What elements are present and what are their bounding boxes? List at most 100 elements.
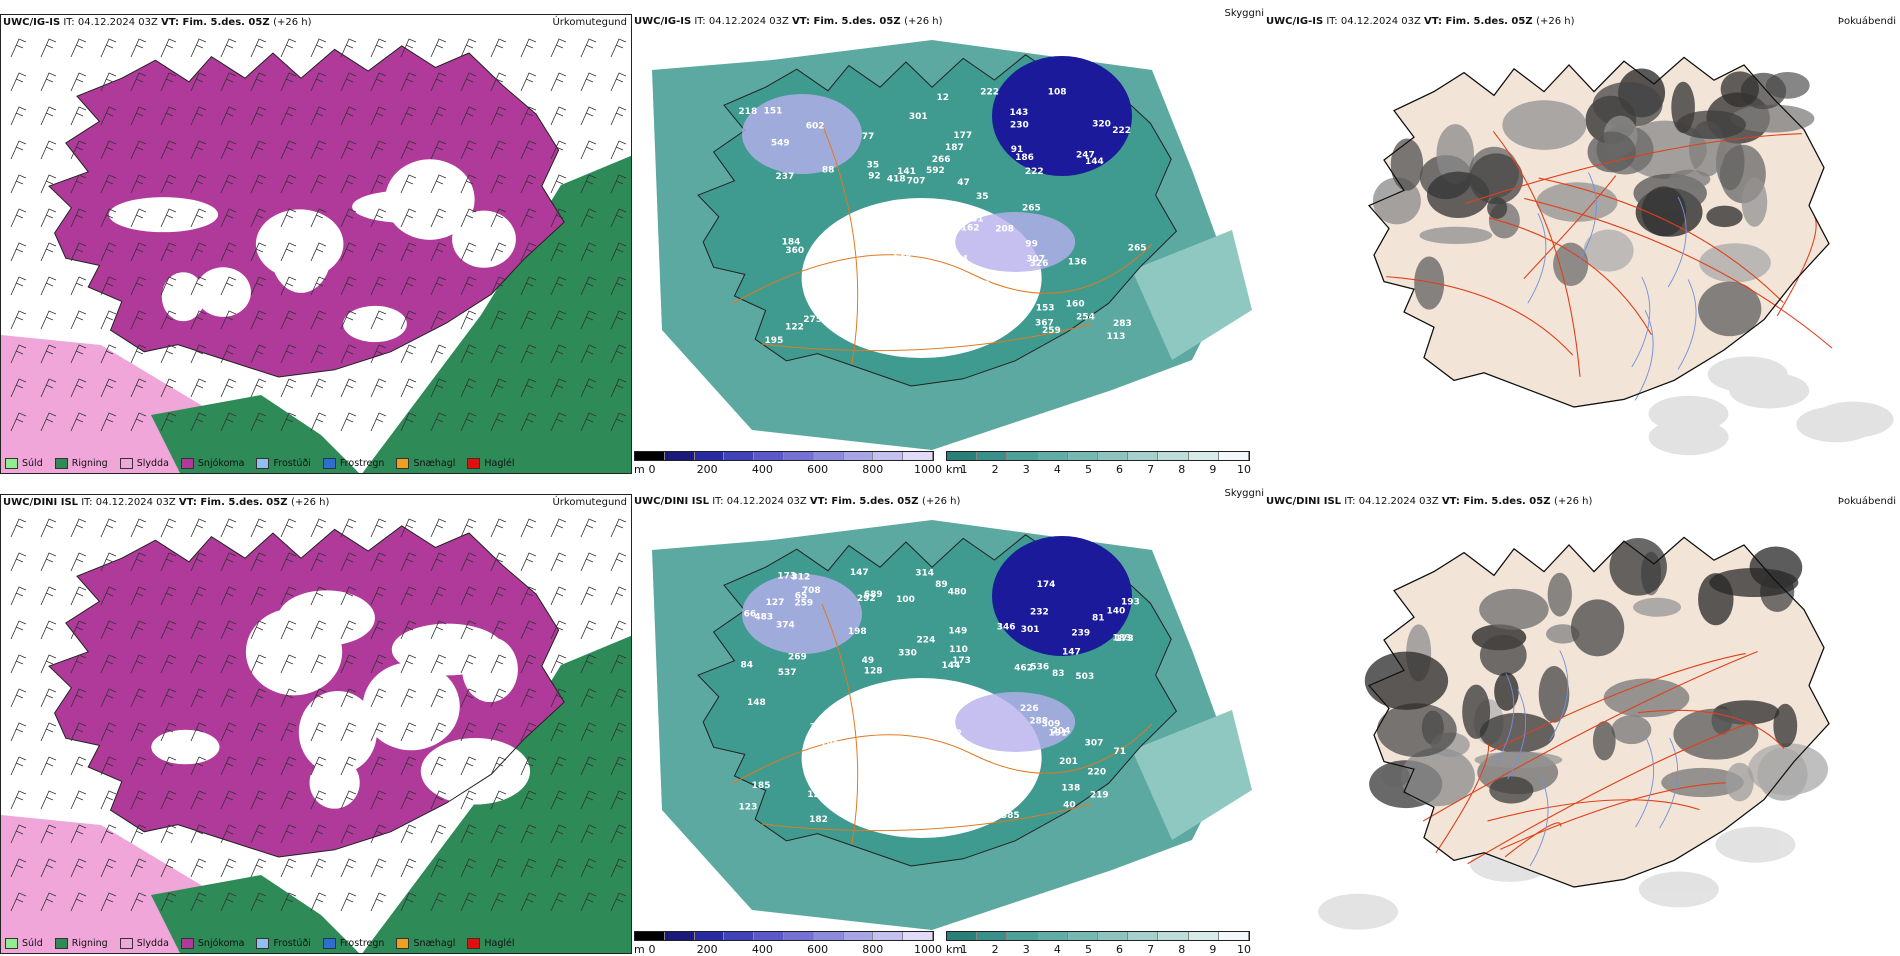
cloud-base-label: 292 xyxy=(857,594,876,604)
cloud-base-label: 88 xyxy=(822,165,835,175)
cloud-base-label: 480 xyxy=(948,588,967,598)
cloud-base-label: 348 xyxy=(812,724,831,734)
cloud-base-label: 84 xyxy=(740,660,753,670)
legend-swatch xyxy=(256,938,270,949)
cloud-base-label: 191 xyxy=(1049,728,1068,738)
legend-item: Snæhagl xyxy=(396,938,455,949)
legend-item: Snjókoma xyxy=(180,458,245,469)
dry-patch xyxy=(462,636,518,703)
fog-map xyxy=(1318,536,1830,930)
cloud-base-label: 195 xyxy=(765,336,784,346)
model-name: UWC/DINI ISL xyxy=(3,497,79,508)
road-network xyxy=(1386,130,1833,377)
cloud-base-label: 66 xyxy=(879,275,892,285)
cloud-base-label: 35 xyxy=(976,192,989,202)
legend-swatch xyxy=(119,938,133,949)
cloud-base-label: 247 xyxy=(1076,151,1095,161)
dry-patch xyxy=(195,267,251,317)
cloud-base-label: 218 xyxy=(738,107,757,117)
cloud-base-label: 224 xyxy=(917,636,936,646)
legend-item: Haglél xyxy=(467,458,515,469)
legend-swatch xyxy=(180,938,194,949)
legend-item: Snæhagl xyxy=(396,458,455,469)
fog-sea-haze xyxy=(1648,356,1894,456)
colorbar-unit: km xyxy=(946,463,964,476)
legend-item: Rigning xyxy=(54,458,108,469)
legend-item: Frostregn xyxy=(322,458,384,469)
cloud-base-label: 301 xyxy=(1021,625,1040,635)
cloud-base-area xyxy=(742,574,862,654)
dry-patch xyxy=(255,209,344,279)
cloud-base-label: 122 xyxy=(785,323,804,333)
init-time: IT: 04.12.2024 03Z xyxy=(63,17,162,28)
colorbar-tick: 8 xyxy=(1178,463,1186,476)
cloud-base-label: 222 xyxy=(980,88,999,98)
cloud-base-label: 96 xyxy=(1004,296,1017,306)
lead-time: (+26 h) xyxy=(1553,496,1593,507)
cloud-base-label: 124 xyxy=(807,790,826,800)
cloud-base-label: 128 xyxy=(864,667,883,677)
colorbar-tick: 400 xyxy=(751,463,773,476)
cloud-base-label: 330 xyxy=(898,648,917,658)
cloud-base-label: 239 xyxy=(1071,628,1090,638)
cloud-base-label: 147 xyxy=(850,568,869,578)
cloud-base-label: 41 xyxy=(893,296,906,306)
cloud-base-label: 177 xyxy=(953,131,972,141)
fog-map xyxy=(1368,56,1894,456)
cloud-base-label: 144 xyxy=(941,661,960,671)
cloud-base-label: 185 xyxy=(752,781,771,791)
fog-indicator-panel: UWC/DINI ISL IT: 04.12.2024 03Z VT: Fim.… xyxy=(1264,494,1900,954)
valid-time: VT: Fim. 5.des. 05Z xyxy=(1424,16,1537,27)
cloud-base-label: 71 xyxy=(1114,747,1127,757)
cloud-base-label: 301 xyxy=(909,112,928,122)
legend-swatch xyxy=(5,938,18,949)
panel-header: UWC/IG-IS IT: 04.12.2024 03Z VT: Fim. 5.… xyxy=(1266,16,1575,27)
cloud-base-label: 222 xyxy=(1112,126,1131,136)
cloud-base-label: 222 xyxy=(1025,167,1044,177)
lead-time: (+26 h) xyxy=(290,497,330,508)
coastline xyxy=(1368,56,1830,408)
dry-patch xyxy=(151,729,220,765)
cloud-base-label: 199 xyxy=(820,740,839,750)
cloud-base-label: 66 xyxy=(744,609,757,619)
legend-label: Súld xyxy=(22,458,43,469)
legend-swatch xyxy=(180,458,194,469)
legend-label: Frostúði xyxy=(273,938,311,949)
cloud-base-label: 89 xyxy=(935,580,948,590)
legend-label: Frostregn xyxy=(339,938,385,949)
legend-item: Haglél xyxy=(467,938,515,949)
cloud-base-label: 136 xyxy=(1068,258,1087,268)
legend-swatch xyxy=(322,938,336,949)
cloud-base-label: 307 xyxy=(1026,255,1045,265)
cloud-base-label: 183 xyxy=(1112,634,1131,644)
cloud-base-label: 326 xyxy=(1030,259,1049,269)
cloud-base-label: 184 xyxy=(782,237,801,247)
cloud-base-label: 372 xyxy=(808,287,827,297)
cloud-base-label: 265 xyxy=(1022,203,1041,213)
cloud-base-label: 265 xyxy=(1128,243,1147,253)
cloud-base-label: 137 xyxy=(942,302,961,312)
cloud-base-label: 126 xyxy=(871,284,890,294)
cloud-base-label: 259 xyxy=(1042,326,1061,336)
colorbar-tick: 3 xyxy=(1022,463,1030,476)
colorbar-strip xyxy=(634,451,934,461)
cloud-base-label: 346 xyxy=(997,623,1016,633)
valid-time: VT: Fim. 5.des. 05Z xyxy=(1441,496,1554,507)
legend-item: Slydda xyxy=(119,938,169,949)
cloud-base-label: 549 xyxy=(771,139,790,149)
cloud-base-label: 233 xyxy=(818,790,837,800)
cloud-base-label: 108 xyxy=(1048,88,1067,98)
panel-title-fog: Þokuábendi xyxy=(1837,496,1896,507)
colorbar-tick: 9 xyxy=(1209,463,1217,476)
dry-patch xyxy=(298,691,377,774)
legend-swatch xyxy=(467,938,481,949)
panel-header: UWC/DINI ISL IT: 04.12.2024 03Z VT: Fim.… xyxy=(1266,496,1592,507)
cloud-base-label: 191 xyxy=(925,225,944,235)
legend-label: Snjókoma xyxy=(197,458,245,469)
road-network xyxy=(731,603,1153,845)
cloud-base-label: 31 xyxy=(900,713,913,723)
cloud-base-label: 40 xyxy=(1063,801,1076,811)
valid-time: VT: Fim. 5.des. 05Z xyxy=(161,17,274,28)
cloud-base-label: 707 xyxy=(907,176,926,186)
cloud-base-label: 141 xyxy=(897,167,916,177)
